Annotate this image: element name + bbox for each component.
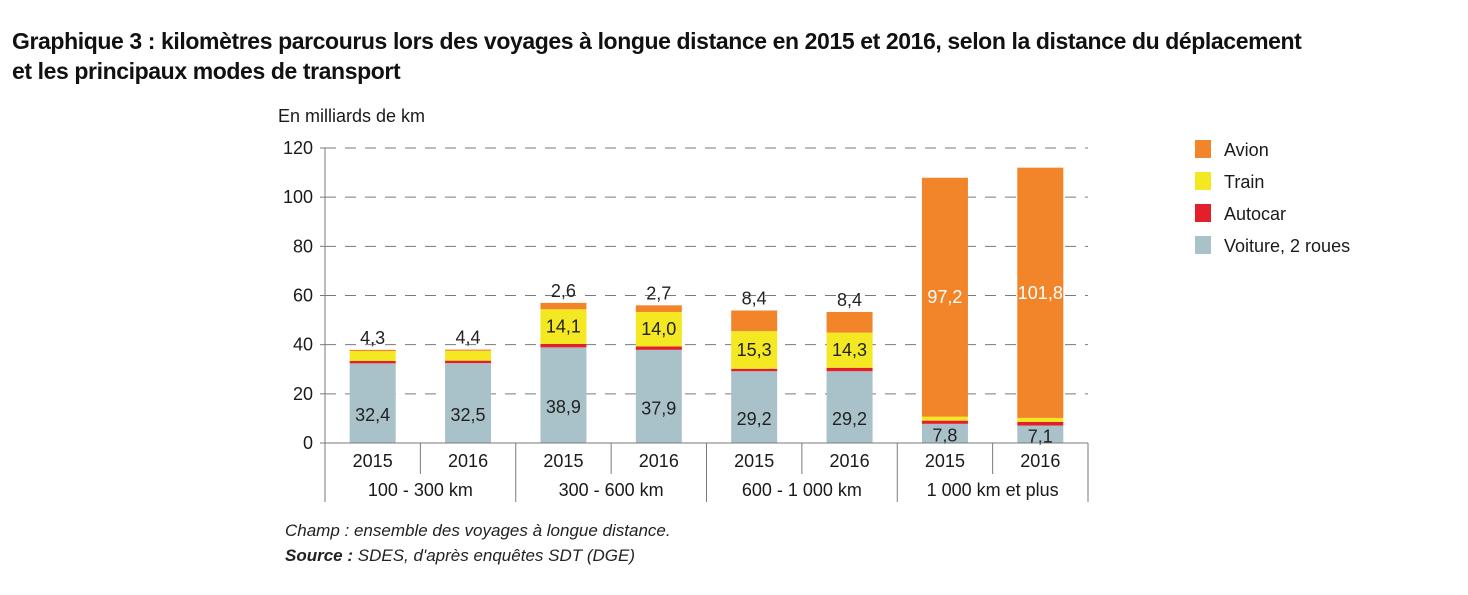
data-label: 29,2: [832, 409, 867, 429]
legend-label: Avion: [1224, 140, 1269, 160]
legend-swatch: [1195, 140, 1211, 158]
bar-segment: [540, 343, 587, 348]
y-tick-label: 40: [293, 335, 313, 355]
data-label: 14,0: [641, 319, 676, 339]
y-tick-label: 100: [283, 187, 313, 207]
bar-segment: [1017, 167, 1064, 418]
y-tick-label: 0: [303, 433, 313, 453]
chart-notes: Champ : ensemble des voyages à longue di…: [285, 518, 671, 568]
bar-segment: [349, 349, 396, 352]
data-label: 15,3: [737, 340, 772, 360]
bar-segment: [826, 332, 873, 368]
bar-segment: [731, 310, 778, 332]
chart-title-line-1: Graphique 3 : kilomètres parcourus lors …: [12, 28, 1302, 54]
bar-segment: [635, 311, 682, 347]
bar-segment: [349, 360, 396, 364]
bar-segment: [349, 351, 396, 361]
data-label: 7,1: [1028, 426, 1053, 446]
data-label: 97,2: [927, 287, 962, 307]
chart-title-line-2: et les principaux modes de transport: [12, 58, 401, 84]
x-tick-label: 2016: [448, 451, 488, 471]
bar-segment: [731, 371, 778, 443]
bar-segment: [445, 360, 492, 364]
data-label: 7,8: [932, 425, 957, 445]
data-label: 8,4: [837, 290, 862, 310]
data-label: 2,7: [646, 283, 671, 303]
x-tick-label: 2016: [1020, 451, 1060, 471]
legend-swatch: [1195, 172, 1211, 190]
x-group-label: 600 - 1 000 km: [742, 480, 862, 500]
bar-segment: [826, 367, 873, 372]
y-tick-label: 80: [293, 236, 313, 256]
legend-swatch: [1195, 236, 1211, 254]
x-tick-label: 2015: [353, 451, 393, 471]
x-tick-label: 2015: [925, 451, 965, 471]
x-tick-label: 2015: [734, 451, 774, 471]
bar-segment: [540, 309, 587, 344]
data-label: 29,2: [737, 409, 772, 429]
bar-segment: [1017, 421, 1064, 426]
x-tick-label: 2016: [639, 451, 679, 471]
bar-segment: [731, 368, 778, 372]
bar-segment: [921, 416, 968, 421]
data-label: 14,3: [832, 340, 867, 360]
legend-label: Autocar: [1224, 204, 1286, 224]
y-tick-label: 120: [283, 138, 313, 158]
data-label: 4,4: [456, 328, 481, 348]
x-tick-label: 2016: [830, 451, 870, 471]
y-tick-label: 60: [293, 286, 313, 306]
data-label: 4,3: [360, 328, 385, 348]
legend-label: Train: [1224, 172, 1264, 192]
bar-segment: [826, 371, 873, 443]
x-group-label: 300 - 600 km: [559, 480, 664, 500]
x-group-label: 100 - 300 km: [368, 480, 473, 500]
bar-segment: [445, 363, 492, 443]
bar-segment: [635, 346, 682, 350]
y-tick-label: 20: [293, 384, 313, 404]
data-label: 8,4: [742, 288, 767, 308]
bar-segment: [445, 349, 492, 351]
source-note: Source : SDES, d'après enquêtes SDT (DGE…: [285, 543, 671, 568]
bar-segment: [921, 420, 968, 424]
chart-title: Graphique 3 : kilomètres parcourus lors …: [12, 26, 1462, 86]
legend-swatch: [1195, 204, 1211, 222]
data-label: 32,4: [355, 405, 390, 425]
data-label: 32,5: [451, 405, 486, 425]
bar-segment: [921, 177, 968, 417]
data-label: 14,1: [546, 317, 581, 337]
y-axis-label: En milliards de km: [278, 106, 425, 126]
bar-segment: [921, 423, 968, 443]
bar-segment: [445, 350, 492, 361]
bar-segment: [731, 331, 778, 369]
source-text: SDES, d'après enquêtes SDT (DGE): [353, 546, 636, 565]
bar-segment: [540, 347, 587, 443]
scope-note: Champ : ensemble des voyages à longue di…: [285, 521, 671, 540]
bar-segment: [1017, 425, 1064, 443]
bar-segment: [540, 302, 587, 310]
data-label: 2,6: [551, 281, 576, 301]
bar-segment: [826, 311, 873, 333]
x-tick-label: 2015: [543, 451, 583, 471]
source-label: Source :: [285, 546, 354, 565]
data-label: 101,8: [1018, 283, 1063, 303]
bar-segment: [349, 363, 396, 443]
bar-segment: [1017, 417, 1064, 422]
x-group-label: 1 000 km et plus: [927, 480, 1059, 500]
data-label: 38,9: [546, 397, 581, 417]
bar-segment: [635, 305, 682, 312]
bar-segment: [635, 349, 682, 443]
data-label: 37,9: [641, 398, 676, 418]
legend-label: Voiture, 2 roues: [1224, 236, 1350, 256]
